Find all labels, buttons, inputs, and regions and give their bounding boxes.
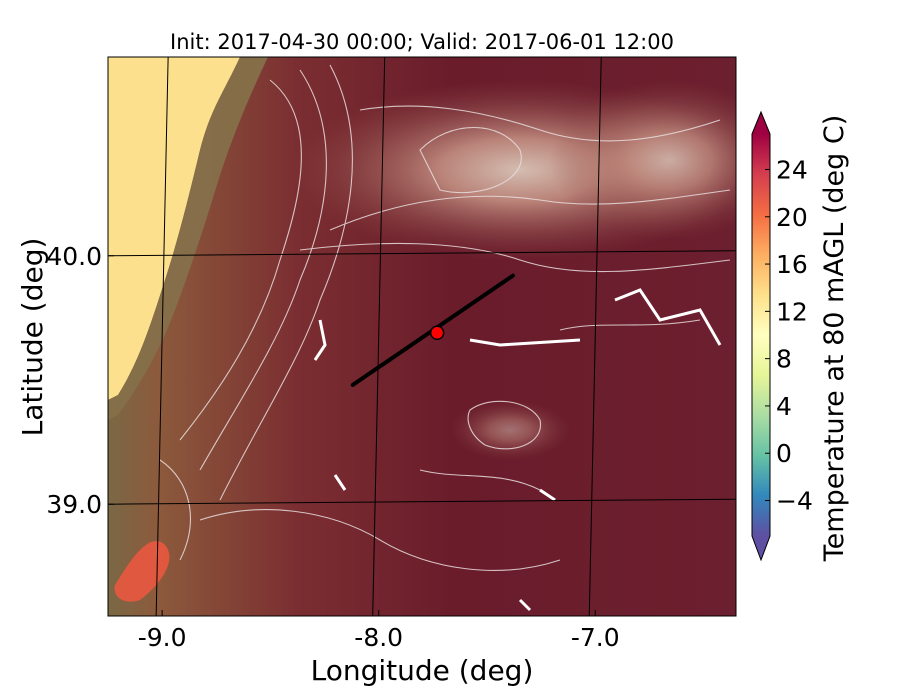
colorbar-tick-label-3: 12 (776, 297, 808, 326)
colorbar-tick-label-4: 8 (776, 345, 792, 374)
chart-title: Init: 2017-04-30 00:00; Valid: 2017-06-0… (170, 30, 674, 54)
colorbar-ticks: 24 20 16 12 8 4 0 −4 (765, 155, 813, 516)
white-patches (313, 288, 722, 612)
colorbar-upper-extension (752, 112, 770, 134)
x-tick-label-2: -7.0 (571, 623, 620, 652)
colorbar-tick-label-7: −4 (776, 487, 813, 516)
colorbar-body (752, 134, 770, 536)
meridian-line-0 (155, 57, 169, 616)
colorbar-label: Temperature at 80 mAGL (deg C) (819, 115, 850, 563)
y-axis-ticks: 40.0 39.0 (46, 242, 114, 519)
meridian-line-1 (372, 57, 386, 616)
y-tick-label-0: 40.0 (46, 242, 102, 271)
colorbar-tick-label-6: 0 (776, 439, 792, 468)
x-axis-ticks: -9.0 -8.0 -7.0 (138, 610, 620, 652)
plot-frame (107, 56, 737, 617)
colorbar-outline (751, 110, 771, 562)
parallel-line-1 (108, 498, 736, 505)
northeast-highlands (550, 80, 736, 240)
location-marker (429, 325, 445, 341)
map-area (108, 57, 736, 616)
colorbar-tick-label-0: 24 (776, 155, 808, 184)
y-tick-label-1: 39.0 (46, 490, 102, 519)
coastal-strip (108, 57, 268, 420)
ocean (108, 57, 240, 400)
warm-spot (114, 540, 170, 602)
x-axis-label: Longitude (deg) (311, 654, 534, 687)
contour-lines (159, 64, 731, 571)
y-axis-label: Latitude (deg) (16, 238, 49, 437)
graticule (108, 57, 736, 616)
parallel-line-0 (108, 250, 736, 257)
meridian-line-2 (588, 57, 602, 616)
colorbar: 24 20 16 12 8 4 0 −4 Temperature at 80 mAGL (de… (751, 110, 850, 563)
colorbar-tick-label-1: 20 (776, 203, 808, 232)
colorbar-tick-label-2: 16 (776, 250, 808, 279)
colorbar-tick-label-5: 4 (776, 392, 792, 421)
x-tick-label-0: -9.0 (138, 623, 187, 652)
x-tick-label-1: -8.0 (354, 623, 403, 652)
southern-hills (450, 400, 570, 460)
colorbar-lower-extension (752, 536, 770, 560)
